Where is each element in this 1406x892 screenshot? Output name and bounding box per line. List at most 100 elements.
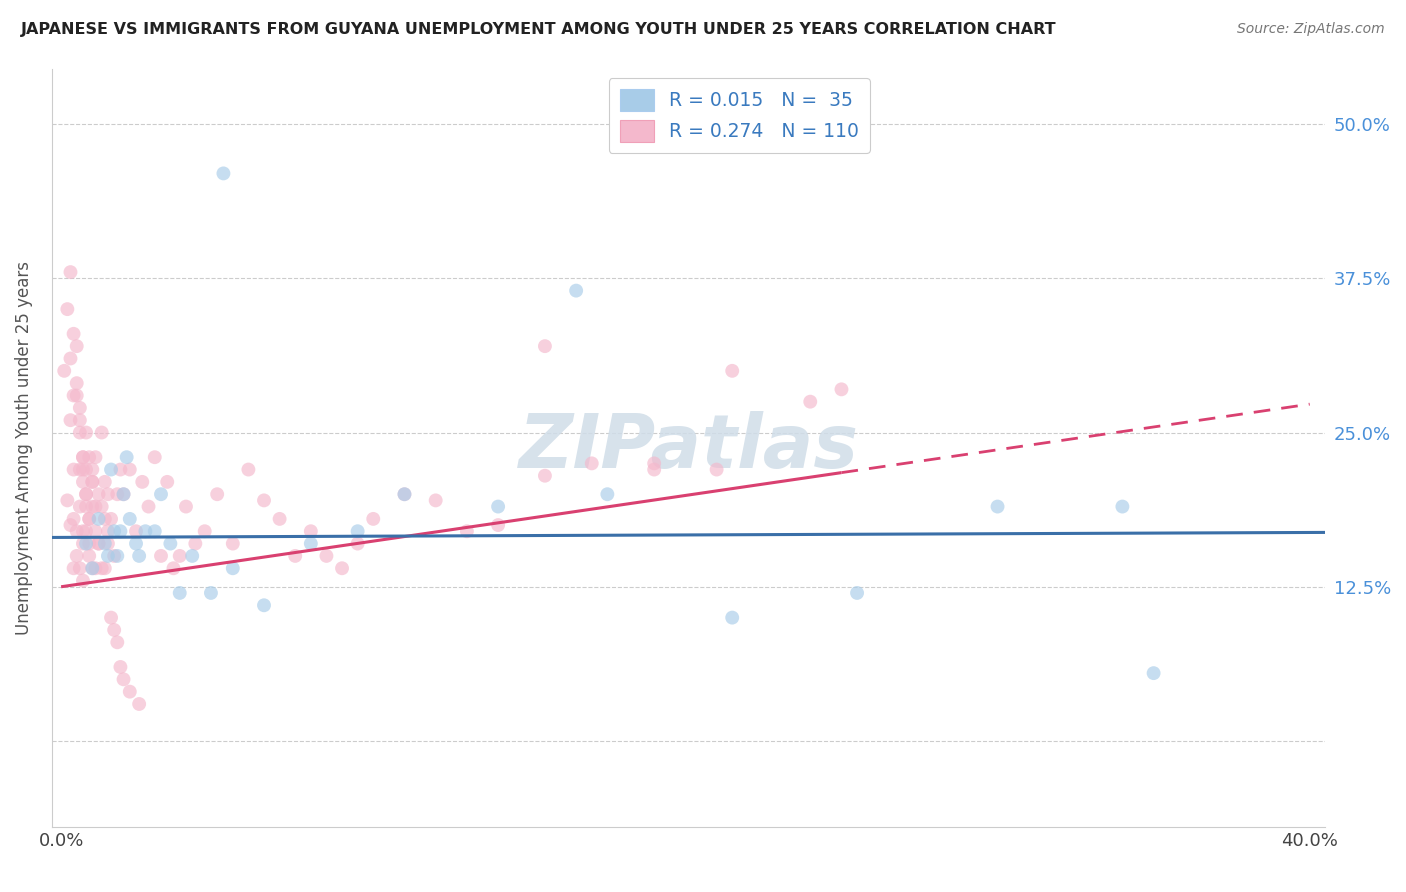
Point [200,586,222,600]
Point [72,574,94,588]
Point [394,487,416,501]
Point [118,512,141,526]
Point [125,524,148,539]
Point [105,549,128,563]
Point [486,500,509,514]
Point [97,524,120,539]
Point [66,524,89,539]
Point [59,518,82,533]
Point [87,536,110,550]
Point [69,413,91,427]
Point [72,450,94,465]
Point [77,450,100,465]
Point [56,302,79,317]
Point [986,500,1008,514]
Y-axis label: Unemployment Among Youth under 25 years: Unemployment Among Youth under 25 years [15,261,32,635]
Point [138,500,160,514]
Point [77,549,100,563]
Point [706,462,728,476]
Point [97,549,120,563]
Point [486,518,509,533]
Point [643,462,665,476]
Point [90,500,112,514]
Point [59,413,82,427]
Point [118,462,141,476]
Point [105,487,128,501]
Point [69,500,91,514]
Text: ZIPatlas: ZIPatlas [519,411,859,484]
Point [100,462,122,476]
Point [110,660,132,674]
Point [128,549,150,563]
Point [82,500,104,514]
Point [131,475,153,489]
Point [100,512,122,526]
Point [94,512,117,526]
Point [299,524,322,539]
Point [346,536,368,550]
Point [238,462,260,476]
Point [143,450,166,465]
Point [150,549,173,563]
Point [330,561,353,575]
Point [72,536,94,550]
Point [75,487,97,501]
Point [53,364,76,378]
Point [72,475,94,489]
Point [77,512,100,526]
Point [830,382,852,396]
Point [125,536,148,550]
Point [84,524,107,539]
Legend: R = 0.015   N =  35, R = 0.274   N = 110: R = 0.015 N = 35, R = 0.274 N = 110 [609,78,870,153]
Point [253,599,276,613]
Point [62,561,84,575]
Point [90,425,112,440]
Point [112,487,135,501]
Point [112,487,135,501]
Point [75,425,97,440]
Point [128,697,150,711]
Point [212,166,235,180]
Point [97,536,120,550]
Point [56,493,79,508]
Point [184,536,207,550]
Point [110,462,132,476]
Point [87,512,110,526]
Point [1111,500,1133,514]
Point [84,450,107,465]
Point [75,487,97,501]
Point [69,401,91,415]
Point [194,524,217,539]
Point [112,673,135,687]
Point [105,635,128,649]
Point [94,536,117,550]
Text: JAPANESE VS IMMIGRANTS FROM GUYANA UNEMPLOYMENT AMONG YOUTH UNDER 25 YEARS CORRE: JAPANESE VS IMMIGRANTS FROM GUYANA UNEMP… [21,22,1057,37]
Point [82,561,104,575]
Point [643,456,665,470]
Point [84,500,107,514]
Point [66,339,89,353]
Point [72,450,94,465]
Point [115,450,138,465]
Point [721,364,744,378]
Point [103,623,125,637]
Point [174,500,197,514]
Point [1142,666,1164,681]
Point [94,561,117,575]
Point [222,561,245,575]
Point [62,326,84,341]
Point [284,549,307,563]
Point [846,586,869,600]
Point [456,524,478,539]
Point [66,549,89,563]
Point [169,586,191,600]
Point [100,610,122,624]
Point [169,549,191,563]
Point [181,549,204,563]
Point [394,487,416,501]
Point [425,493,447,508]
Point [134,524,156,539]
Point [103,524,125,539]
Point [69,561,91,575]
Point [82,475,104,489]
